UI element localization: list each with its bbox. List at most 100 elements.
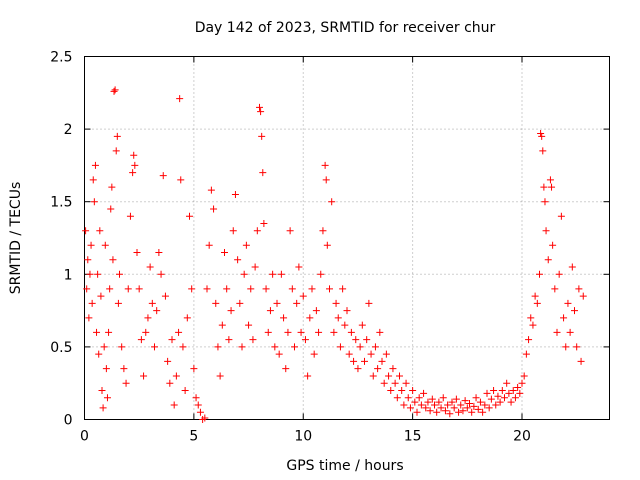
data-point — [426, 407, 434, 415]
data-point — [339, 285, 347, 293]
data-point — [539, 147, 547, 155]
ticks — [84, 56, 610, 420]
data-point — [391, 379, 399, 387]
data-point — [389, 365, 397, 373]
data-point — [240, 270, 248, 278]
data-point — [271, 343, 279, 351]
data-point — [509, 386, 517, 394]
data-point — [319, 227, 327, 235]
data-point — [236, 299, 244, 307]
data-point — [555, 270, 563, 278]
data-point — [374, 365, 382, 373]
data-point — [277, 270, 285, 278]
data-point — [159, 172, 167, 180]
data-point — [573, 343, 581, 351]
data-point — [205, 241, 213, 249]
data-point — [544, 256, 552, 264]
data-point — [365, 299, 373, 307]
data-point — [501, 394, 508, 402]
data-point — [262, 285, 270, 293]
data-point — [553, 328, 561, 336]
data-point — [538, 132, 546, 140]
data-point — [411, 398, 419, 406]
data-point — [470, 402, 478, 410]
data-point — [113, 132, 121, 140]
data-point — [221, 249, 228, 257]
data-point — [144, 314, 152, 322]
data-point — [111, 86, 119, 94]
data-point — [192, 394, 200, 402]
x-tick-label: 20 — [513, 429, 531, 445]
data-point — [96, 227, 104, 235]
data-point — [441, 407, 449, 415]
data-point — [203, 285, 211, 293]
data-point — [312, 307, 320, 315]
data-point — [358, 321, 366, 329]
data-point — [227, 307, 235, 315]
data-point — [130, 151, 138, 159]
data-point — [304, 372, 312, 380]
data-point — [385, 372, 393, 380]
data-point — [541, 198, 549, 206]
data-point — [259, 169, 267, 177]
data-point — [371, 343, 379, 351]
data-point — [341, 321, 349, 329]
data-point — [87, 241, 95, 249]
data-point — [100, 343, 108, 351]
data-point — [548, 183, 556, 191]
data-point — [334, 314, 342, 322]
data-point — [94, 270, 102, 278]
data-point — [487, 395, 495, 403]
data-point — [291, 343, 298, 351]
data-point — [577, 357, 585, 365]
data-point — [406, 404, 414, 412]
data-point — [378, 357, 386, 365]
data-point — [494, 392, 502, 400]
data-point — [367, 350, 375, 358]
data-point — [474, 405, 482, 413]
data-point — [533, 299, 541, 307]
data-point — [457, 401, 465, 409]
data-point — [321, 161, 329, 169]
data-point — [133, 249, 141, 257]
data-point — [347, 328, 355, 336]
data-point — [114, 299, 122, 307]
data-point — [282, 365, 290, 373]
data-point — [118, 343, 126, 351]
data-point — [242, 241, 250, 249]
data-point — [126, 212, 134, 220]
data-point — [450, 404, 458, 412]
data-point — [431, 401, 438, 409]
data-point — [536, 270, 543, 278]
data-point — [99, 404, 107, 412]
data-point — [170, 401, 178, 409]
data-point — [568, 263, 576, 271]
data-point — [116, 270, 123, 278]
data-point — [108, 183, 116, 191]
data-point — [257, 108, 265, 116]
data-point — [387, 386, 395, 394]
data-point — [433, 408, 441, 416]
data-point — [422, 404, 430, 412]
data-point — [503, 379, 511, 387]
data-point — [579, 292, 587, 300]
data-point — [253, 227, 261, 235]
data-point — [84, 256, 92, 264]
data-point — [415, 394, 423, 402]
data-point — [330, 328, 338, 336]
data-point — [452, 395, 460, 403]
data-point — [85, 314, 93, 322]
data-point — [229, 227, 237, 235]
data-point — [91, 161, 99, 169]
grid — [84, 56, 610, 420]
y-tick-label: 2.5 — [50, 50, 72, 66]
x-tick-label: 5 — [189, 429, 198, 445]
data-point — [317, 270, 325, 278]
data-point — [537, 129, 545, 137]
y-tick-label: 1 — [64, 267, 73, 283]
data-point — [518, 379, 526, 387]
data-point — [164, 357, 172, 365]
data-point — [472, 394, 480, 402]
data-point — [361, 357, 368, 365]
